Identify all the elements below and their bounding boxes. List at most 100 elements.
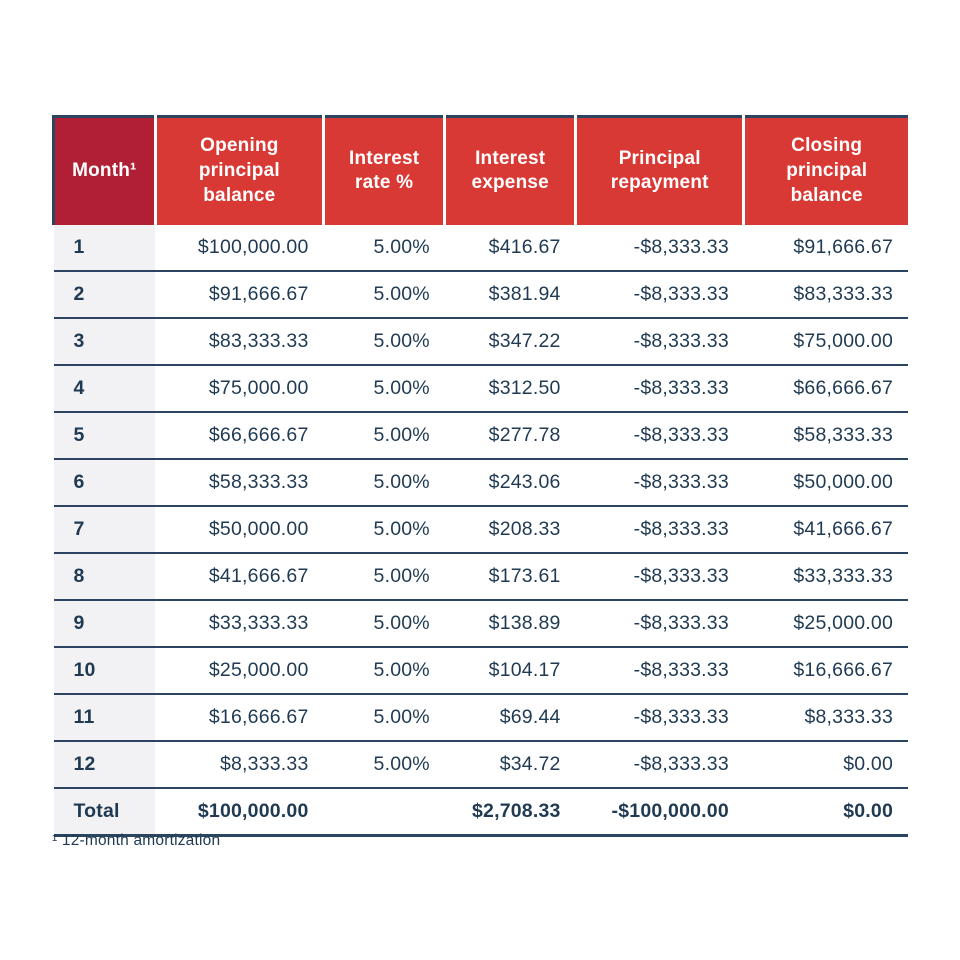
cell-value: $33,333.33	[743, 552, 908, 601]
cell-month: 12	[53, 740, 156, 789]
cell-value: $75,000.00	[743, 317, 908, 366]
cell-value: -$8,333.33	[575, 646, 744, 695]
table-row: 3 $83,333.33 5.00% $347.22 -$8,333.33 $75,000…	[53, 317, 908, 366]
cell-value: -$8,333.33	[575, 693, 744, 742]
cell-value: $83,333.33	[155, 317, 324, 366]
cell-value: $416.67	[444, 224, 576, 272]
table-row: 6 $58,333.33 5.00% $243.06 -$8,333.33 $50,000…	[53, 458, 908, 507]
cell-value: 5.00%	[323, 505, 445, 554]
cell-value: $41,666.67	[743, 505, 908, 554]
cell-value: $58,333.33	[743, 411, 908, 460]
cell-value: $91,666.67	[155, 270, 324, 319]
cell-value: $41,666.67	[155, 552, 324, 601]
table-row: 4 $75,000.00 5.00% $312.50 -$8,333.33 $66,666…	[53, 364, 908, 413]
table-row: 7 $50,000.00 5.00% $208.33 -$8,333.33 $41,666…	[53, 505, 908, 554]
cell-month: 4	[53, 364, 156, 413]
cell-value: 5.00%	[323, 693, 445, 742]
cell-value: 5.00%	[323, 224, 445, 272]
cell-month: 10	[53, 646, 156, 695]
table-row: 5 $66,666.67 5.00% $277.78 -$8,333.33 $58,333…	[53, 411, 908, 460]
cell-value: 5.00%	[323, 552, 445, 601]
cell-value: -$8,333.33	[575, 552, 744, 601]
cell-value: -$8,333.33	[575, 224, 744, 272]
cell-value: $16,666.67	[743, 646, 908, 695]
cell-month: Total	[53, 787, 156, 837]
cell-value: $347.22	[444, 317, 576, 366]
cell-value: $312.50	[444, 364, 576, 413]
cell-value: 5.00%	[323, 411, 445, 460]
cell-value: $104.17	[444, 646, 576, 695]
cell-month: 9	[53, 599, 156, 648]
cell-month: 1	[53, 224, 156, 272]
cell-value: -$8,333.33	[575, 740, 744, 789]
cell-value: $16,666.67	[155, 693, 324, 742]
cell-value: $8,333.33	[743, 693, 908, 742]
cell-value: $34.72	[444, 740, 576, 789]
table-row: 1 $100,000.00 5.00% $416.67 -$8,333.33 $91,66…	[53, 224, 908, 272]
cell-value: $25,000.00	[743, 599, 908, 648]
cell-value: $83,333.33	[743, 270, 908, 319]
cell-value: -$8,333.33	[575, 599, 744, 648]
cell-value: 5.00%	[323, 599, 445, 648]
cell-value: $75,000.00	[155, 364, 324, 413]
cell-value: $91,666.67	[743, 224, 908, 272]
cell-month: 2	[53, 270, 156, 319]
column-header: Interest rate %	[323, 115, 447, 225]
cell-value: $173.61	[444, 552, 576, 601]
cell-value: $100,000.00	[155, 787, 324, 837]
cell-month: 8	[53, 552, 156, 601]
cell-value: $138.89	[444, 599, 576, 648]
cell-month: 11	[53, 693, 156, 742]
total-row: Total $100,000.00 $2,708.33 -$100,000.00 $0.…	[53, 787, 908, 837]
column-header: Principal repayment	[575, 115, 746, 225]
cell-value: $58,333.33	[155, 458, 324, 507]
cell-value: -$8,333.33	[575, 270, 744, 319]
cell-value: $277.78	[444, 411, 576, 460]
cell-value: $243.06	[444, 458, 576, 507]
table-row: 8 $41,666.67 5.00% $173.61 -$8,333.33 $33,333…	[53, 552, 908, 601]
table-row: 9 $33,333.33 5.00% $138.89 -$8,333.33 $25,000…	[53, 599, 908, 648]
cell-value	[323, 787, 445, 837]
cell-value: $66,666.67	[155, 411, 324, 460]
cell-value: $69.44	[444, 693, 576, 742]
cell-value: $66,666.67	[743, 364, 908, 413]
table-row: 2 $91,666.67 5.00% $381.94 -$8,333.33 $83,333…	[53, 270, 908, 319]
cell-value: -$8,333.33	[575, 505, 744, 554]
column-header: Interest expense	[444, 115, 578, 225]
cell-value: -$8,333.33	[575, 458, 744, 507]
cell-value: 5.00%	[323, 317, 445, 366]
cell-value: $208.33	[444, 505, 576, 554]
cell-value: $381.94	[444, 270, 576, 319]
cell-value: $50,000.00	[155, 505, 324, 554]
column-header: Opening principal balance	[155, 115, 326, 225]
cell-month: 6	[53, 458, 156, 507]
cell-value: $25,000.00	[155, 646, 324, 695]
cell-value: $33,333.33	[155, 599, 324, 648]
cell-value: 5.00%	[323, 646, 445, 695]
cell-value: 5.00%	[323, 458, 445, 507]
cell-value: $0.00	[743, 740, 908, 789]
cell-value: -$8,333.33	[575, 317, 744, 366]
cell-value: $50,000.00	[743, 458, 908, 507]
column-header: Month¹	[52, 115, 157, 225]
cell-month: 5	[53, 411, 156, 460]
cell-value: -$8,333.33	[575, 364, 744, 413]
cell-value: 5.00%	[323, 270, 445, 319]
cell-value: $100,000.00	[155, 224, 324, 272]
cell-value: $2,708.33	[444, 787, 576, 837]
cell-month: 3	[53, 317, 156, 366]
table-header: Month¹ Opening principal balance Interest …	[52, 115, 908, 225]
table-row: 12 $8,333.33 5.00% $34.72 -$8,333.33 $0.00	[53, 740, 908, 789]
cell-value: $8,333.33	[155, 740, 324, 789]
cell-value: -$8,333.33	[575, 411, 744, 460]
cell-value: -$100,000.00	[575, 787, 744, 837]
cell-value: $0.00	[743, 787, 908, 837]
amortization-table: Month¹ Opening principal balance Interest …	[52, 115, 908, 837]
table-body: 1 $100,000.00 5.00% $416.67 -$8,333.33 $91,66…	[53, 224, 908, 837]
footnote: ¹ 12-month amortization	[52, 832, 221, 849]
cell-month: 7	[53, 505, 156, 554]
cell-value: 5.00%	[323, 740, 445, 789]
cell-value: 5.00%	[323, 364, 445, 413]
column-header: Closing principal balance	[743, 115, 908, 225]
